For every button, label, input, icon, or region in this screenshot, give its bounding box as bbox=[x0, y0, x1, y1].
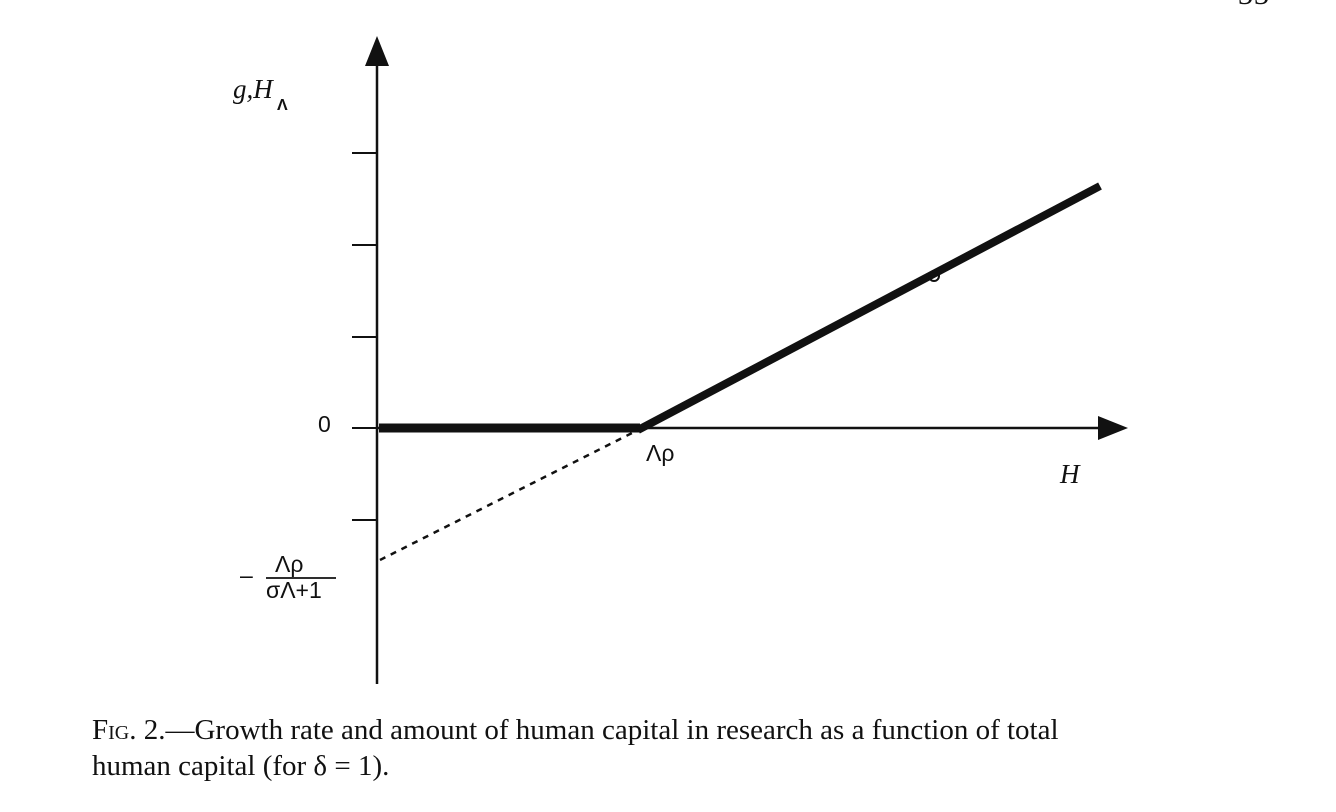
figure-caption: Fig. 2.—Growth rate and amount of human … bbox=[92, 712, 1302, 784]
intercept-denominator: σΛ+1 bbox=[266, 577, 322, 603]
x-axis-label: H bbox=[1059, 459, 1081, 489]
y-axis-arrowhead bbox=[365, 36, 389, 66]
caption-line-1: Fig. 2.—Growth rate and amount of human … bbox=[92, 712, 1302, 748]
caption-fig-label: Fig. 2. bbox=[92, 714, 166, 746]
rising-thick-segment bbox=[636, 182, 1102, 434]
x-axis-arrowhead bbox=[1098, 416, 1128, 440]
page-number: 33 bbox=[1238, 0, 1270, 12]
line-mark bbox=[928, 270, 940, 282]
caption-line-2: human capital (for δ = 1). bbox=[92, 750, 390, 782]
y-axis-label-subscript: Λ bbox=[277, 97, 288, 114]
caption-line-1-text: —Growth rate and amount of human capital… bbox=[165, 714, 1059, 746]
intercept-numerator: Λρ bbox=[275, 551, 303, 577]
y-axis-label: g,H bbox=[233, 74, 274, 104]
zero-label: 0 bbox=[318, 411, 331, 437]
kink-label: Λρ bbox=[646, 440, 674, 466]
dashed-extension-line bbox=[379, 428, 639, 562]
intercept-sign: – bbox=[240, 562, 253, 588]
